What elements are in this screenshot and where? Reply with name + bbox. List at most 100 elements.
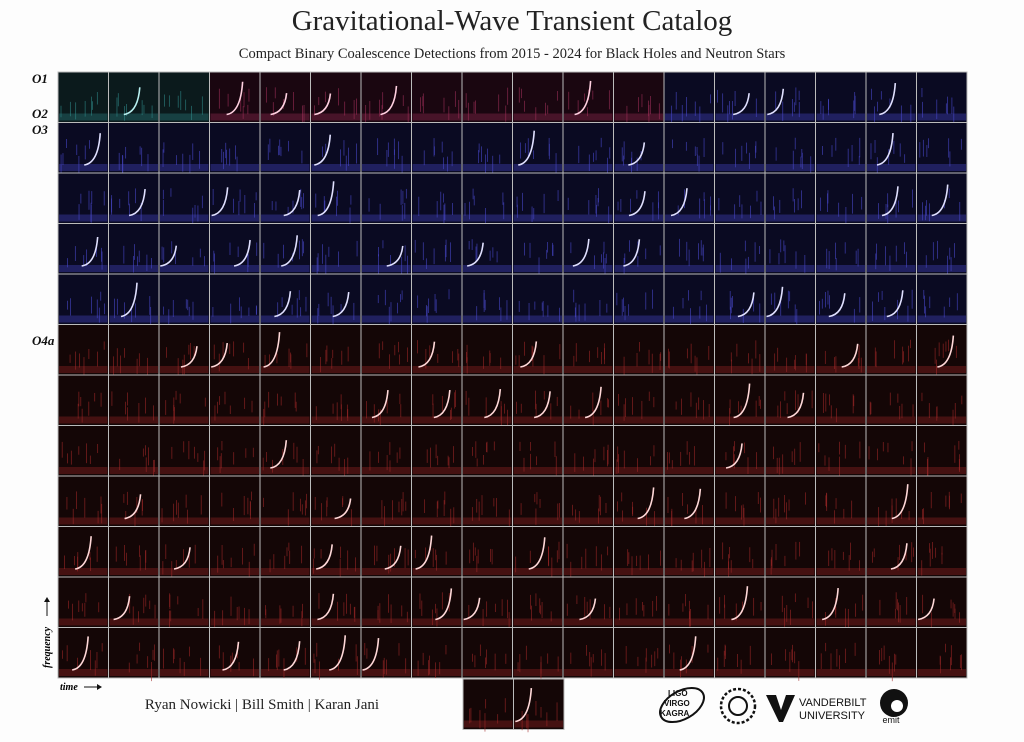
noise-floor — [816, 568, 865, 575]
noise-floor — [412, 214, 461, 222]
chirp — [518, 130, 536, 166]
spectrogram — [108, 425, 160, 477]
spectrogram — [916, 273, 968, 325]
spectrogram — [512, 475, 564, 527]
noise-floor — [665, 568, 714, 575]
noise-floor — [412, 669, 461, 676]
chirp — [128, 189, 146, 217]
spectrogram — [512, 172, 564, 224]
spectrogram — [461, 475, 513, 527]
noise-floor — [816, 366, 865, 373]
chirp — [362, 637, 380, 671]
spectrogram — [461, 627, 513, 679]
run-label: O1 — [32, 71, 48, 86]
spectrogram — [865, 324, 917, 376]
noise-floor — [867, 416, 916, 424]
noise-floor — [564, 315, 613, 323]
noise-floor — [362, 416, 411, 424]
noise-floor — [210, 618, 259, 626]
noise-floor — [160, 113, 209, 121]
spectrogram — [108, 122, 160, 174]
spectrogram — [562, 172, 614, 224]
noise-floor — [463, 366, 512, 373]
spectrogram — [57, 71, 109, 123]
spectrogram — [663, 374, 715, 426]
noise-floor — [715, 214, 764, 222]
spectrogram — [714, 576, 766, 628]
chirp — [316, 544, 333, 570]
noise-floor — [463, 113, 512, 121]
noise-floor — [665, 113, 714, 121]
chirp — [211, 187, 229, 217]
chirp — [731, 586, 749, 621]
noise-floor — [261, 265, 310, 272]
noise-floor — [362, 366, 411, 373]
noise-floor — [766, 517, 815, 525]
spectrogram — [209, 172, 261, 224]
noise-floor — [917, 315, 966, 323]
subtitle: Compact Binary Coalescence Detections fr… — [239, 46, 786, 62]
noise-floor — [210, 214, 259, 222]
noise-floor — [513, 618, 562, 626]
chirp — [725, 443, 743, 469]
spectrogram — [57, 627, 109, 679]
noise-floor — [59, 568, 108, 575]
noise-floor — [867, 467, 916, 474]
noise-floor — [160, 366, 209, 373]
vanderbilt-logo: VANDERBILT UNIVERSITY — [766, 695, 867, 722]
noise-floor — [665, 164, 714, 171]
noise-floor — [109, 467, 158, 474]
chirp — [876, 132, 894, 166]
spectrogram — [209, 324, 261, 376]
noise-floor — [867, 164, 916, 171]
noise-floor — [210, 164, 259, 171]
spectrogram — [209, 273, 261, 325]
noise-floor — [715, 568, 764, 575]
spectrogram — [764, 526, 816, 578]
chirp — [821, 588, 839, 621]
chirp — [281, 235, 299, 267]
chirp — [71, 636, 89, 671]
noise-floor — [109, 618, 158, 626]
noise-floor — [564, 265, 613, 272]
noise-floor — [917, 164, 966, 171]
noise-floor — [917, 669, 966, 676]
spectrogram — [512, 576, 564, 628]
noise-floor — [362, 214, 411, 222]
logo-mark — [766, 695, 795, 722]
noise-floor — [816, 265, 865, 272]
spectrogram — [209, 122, 261, 174]
chirp — [628, 191, 646, 217]
noise-floor — [917, 618, 966, 626]
noise-floor — [311, 517, 360, 525]
noise-floor — [311, 214, 360, 222]
noise-floor — [261, 164, 310, 171]
spectrogram — [512, 273, 564, 325]
noise-floor — [412, 366, 461, 373]
spectrogram — [815, 122, 867, 174]
chirp — [283, 189, 301, 217]
chirp — [628, 142, 646, 166]
logo-ring — [719, 687, 757, 725]
spectrogram — [865, 627, 917, 679]
chirp — [173, 547, 191, 570]
spectrogram — [158, 526, 210, 578]
noise-floor — [917, 265, 966, 272]
spectrogram — [108, 526, 160, 578]
spectrogram — [714, 374, 766, 426]
chirp — [841, 343, 859, 368]
noise-floor — [463, 669, 512, 676]
noise-floor — [311, 618, 360, 626]
noise-floor — [59, 467, 108, 474]
run-label: O4a — [32, 333, 55, 348]
noise-floor — [463, 618, 512, 626]
chirp — [528, 537, 546, 570]
spectrogram — [613, 627, 665, 679]
nsf-logo — [719, 687, 757, 725]
spectrogram — [815, 526, 867, 578]
noise-floor — [59, 164, 108, 171]
noise-floor — [816, 315, 865, 323]
noise-floor — [614, 517, 663, 525]
noise-floor — [311, 568, 360, 575]
noise-floor — [463, 214, 512, 222]
